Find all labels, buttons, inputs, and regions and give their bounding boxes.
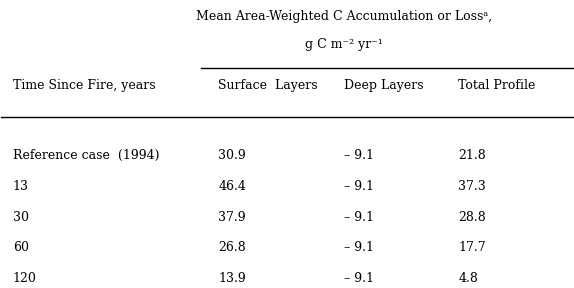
Text: Mean Area-Weighted C Accumulation or Lossᵃ,: Mean Area-Weighted C Accumulation or Los… [196, 10, 492, 23]
Text: – 9.1: – 9.1 [344, 149, 374, 162]
Text: 21.8: 21.8 [459, 149, 486, 162]
Text: 4.8: 4.8 [459, 272, 478, 285]
Text: 13.9: 13.9 [219, 272, 246, 285]
Text: 30: 30 [13, 211, 29, 223]
Text: 46.4: 46.4 [219, 180, 246, 193]
Text: – 9.1: – 9.1 [344, 180, 374, 193]
Text: 26.8: 26.8 [219, 241, 246, 254]
Text: 37.9: 37.9 [219, 211, 246, 223]
Text: Surface  Layers: Surface Layers [219, 79, 318, 92]
Text: 13: 13 [13, 180, 29, 193]
Text: g C m⁻² yr⁻¹: g C m⁻² yr⁻¹ [305, 38, 383, 51]
Text: – 9.1: – 9.1 [344, 241, 374, 254]
Text: Deep Layers: Deep Layers [344, 79, 424, 92]
Text: 30.9: 30.9 [219, 149, 246, 162]
Text: 37.3: 37.3 [459, 180, 486, 193]
Text: – 9.1: – 9.1 [344, 272, 374, 285]
Text: Total Profile: Total Profile [459, 79, 536, 92]
Text: 28.8: 28.8 [459, 211, 486, 223]
Text: – 9.1: – 9.1 [344, 211, 374, 223]
Text: Time Since Fire, years: Time Since Fire, years [13, 79, 156, 92]
Text: 60: 60 [13, 241, 29, 254]
Text: Reference case  (1994): Reference case (1994) [13, 149, 160, 162]
Text: 17.7: 17.7 [459, 241, 486, 254]
Text: 120: 120 [13, 272, 37, 285]
